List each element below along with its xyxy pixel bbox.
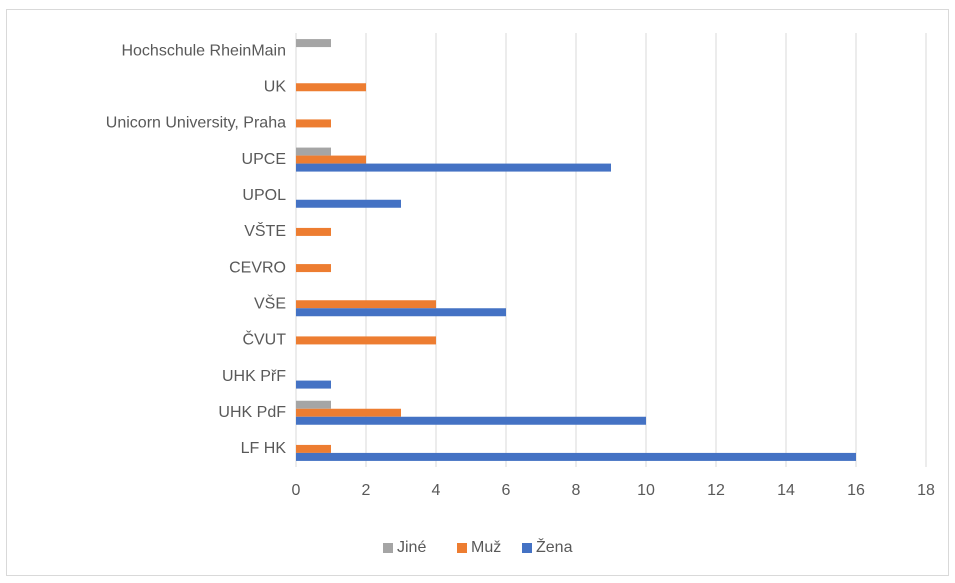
y-tick-label: VŠTE <box>244 221 286 240</box>
legend-swatch <box>522 543 532 553</box>
bar <box>296 83 366 92</box>
bar <box>296 264 331 273</box>
bar <box>296 416 646 425</box>
x-tick-label: 16 <box>847 482 865 499</box>
x-tick-label: 8 <box>572 482 581 499</box>
bar <box>296 119 331 128</box>
bar <box>296 380 331 389</box>
y-tick-label: VŠE <box>254 293 286 312</box>
x-tick-label: 12 <box>707 482 725 499</box>
y-tick-label: UPOL <box>242 187 286 204</box>
bar <box>296 147 331 156</box>
y-tick-label: UHK PřF <box>222 368 286 385</box>
x-tick-label: 18 <box>917 482 935 499</box>
bar <box>296 308 506 317</box>
bar <box>296 452 856 461</box>
y-tick-label: ČVUT <box>242 330 286 349</box>
y-tick-label: UHK PdF <box>218 404 286 421</box>
y-tick-label: CEVRO <box>229 259 286 276</box>
x-tick-label: 14 <box>777 482 795 499</box>
legend-label: Jiné <box>397 539 426 556</box>
bar <box>296 300 436 309</box>
y-tick-label: UK <box>264 78 287 95</box>
x-tick-label: 6 <box>502 482 511 499</box>
bar <box>296 408 401 417</box>
bar <box>296 155 366 164</box>
x-tick-label: 2 <box>362 482 371 499</box>
bar <box>296 227 331 236</box>
legend-label: Muž <box>471 539 501 556</box>
x-tick-label: 0 <box>292 482 301 499</box>
bar <box>296 199 401 208</box>
x-tick-label: 4 <box>432 482 441 499</box>
y-tick-label: LF HK <box>241 440 287 457</box>
chart-border <box>6 9 949 576</box>
bar <box>296 39 331 48</box>
legend-label: Žena <box>536 537 573 556</box>
bar <box>296 444 331 453</box>
legend-swatch <box>457 543 467 553</box>
y-tick-label: Hochschule RheinMain <box>121 42 286 59</box>
y-tick-label: Unicorn University, Praha <box>106 115 286 132</box>
y-tick-label: UPCE <box>242 151 286 168</box>
legend-swatch <box>383 543 393 553</box>
bar <box>296 400 331 409</box>
bar <box>296 336 436 345</box>
bar <box>296 163 611 172</box>
x-tick-label: 10 <box>637 482 655 499</box>
